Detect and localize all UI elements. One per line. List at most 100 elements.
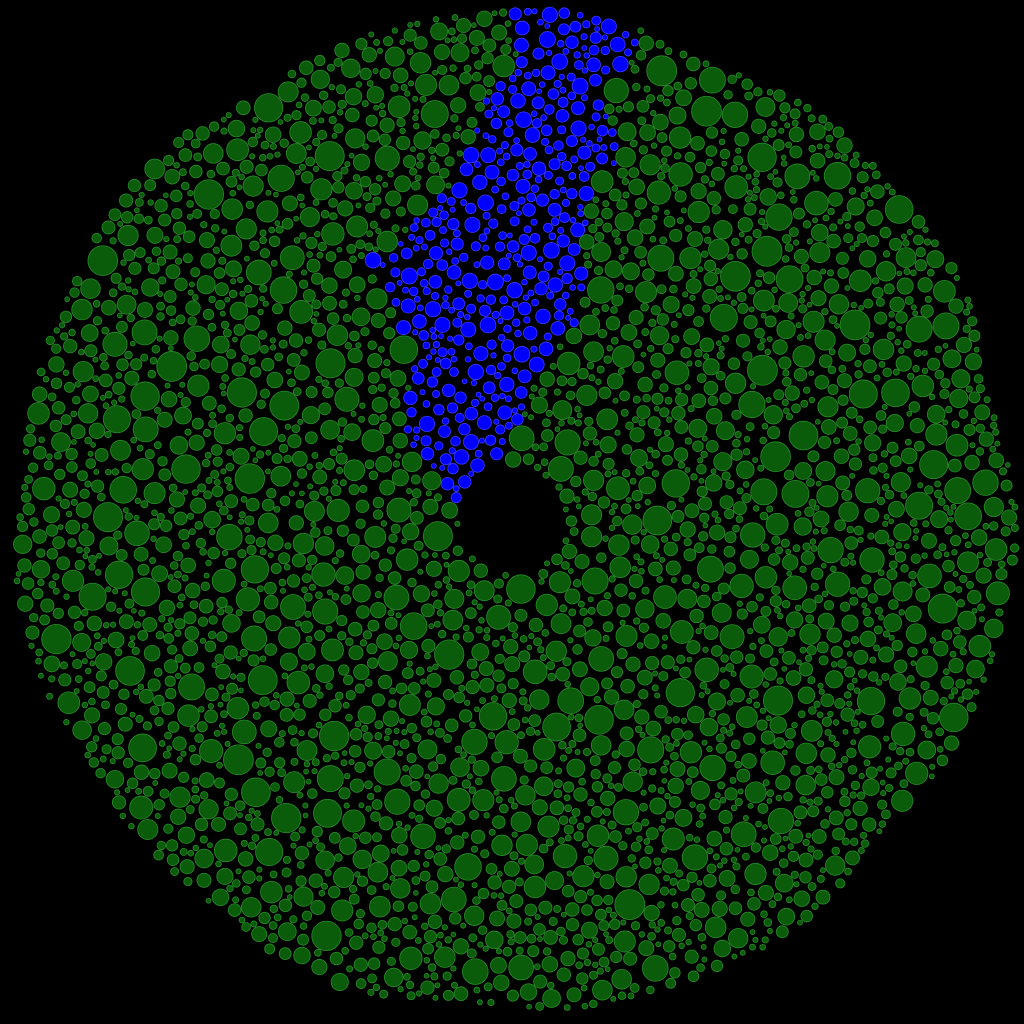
circle-node — [383, 735, 390, 742]
circle-node — [943, 735, 960, 751]
circle-node — [973, 688, 980, 695]
circle-node — [69, 651, 76, 658]
circle-node — [730, 884, 741, 895]
circle-node — [559, 604, 568, 613]
circle-node — [924, 730, 933, 739]
circle-node — [524, 854, 545, 875]
circle-node — [238, 511, 246, 519]
circle-node — [261, 498, 275, 512]
circle-node — [420, 678, 427, 685]
highlighted-circle — [494, 241, 506, 252]
circle-node — [550, 613, 572, 635]
circle-node — [262, 300, 269, 307]
circle-node — [510, 802, 518, 810]
circle-node — [116, 321, 128, 333]
circle-node — [387, 571, 402, 585]
circle-node — [438, 629, 447, 639]
circle-node — [354, 761, 366, 773]
circle-node — [201, 458, 211, 468]
circle-node — [376, 47, 384, 54]
circle-node — [813, 796, 823, 806]
circle-node — [565, 902, 580, 917]
circle-node — [333, 123, 344, 134]
circle-node — [736, 768, 751, 783]
highlighted-circle — [430, 463, 437, 469]
circle-node — [610, 950, 623, 964]
circle-node — [269, 337, 276, 344]
circle-node — [811, 567, 824, 580]
circle-node — [236, 672, 246, 683]
circle-node — [224, 740, 231, 747]
circle-node — [614, 237, 622, 245]
circle-node — [574, 713, 584, 723]
circle-node — [186, 351, 196, 361]
circle-node — [362, 192, 372, 202]
circle-node — [615, 105, 623, 113]
circle-node — [696, 463, 707, 475]
circle-node — [124, 512, 133, 521]
circle-node — [717, 713, 730, 726]
circle-node — [358, 415, 366, 423]
circle-node — [292, 532, 315, 555]
circle-node — [867, 331, 874, 339]
circle-node — [163, 659, 179, 674]
circle-node — [888, 311, 895, 318]
circle-node — [166, 853, 180, 866]
circle-node — [211, 662, 218, 669]
highlighted-circle — [458, 423, 471, 436]
circle-node — [694, 359, 702, 368]
circle-node — [149, 557, 157, 565]
circle-node — [451, 981, 458, 989]
circle-node — [752, 457, 759, 464]
circle-node — [387, 95, 411, 118]
highlighted-circle — [420, 447, 435, 461]
circle-node — [874, 311, 888, 325]
highlighted-circle — [422, 400, 431, 408]
circle-node — [936, 746, 944, 753]
circle-node — [825, 571, 851, 597]
circle-node — [957, 610, 977, 630]
circle-node — [321, 882, 328, 890]
circle-node — [653, 857, 662, 866]
circle-node — [681, 844, 709, 871]
circle-node — [741, 753, 757, 769]
circle-node — [836, 137, 853, 154]
circle-node — [632, 395, 641, 404]
circle-node — [201, 395, 217, 411]
circle-node — [230, 673, 237, 680]
circle-node — [855, 438, 862, 445]
circle-node — [335, 691, 344, 701]
circle-node — [569, 527, 579, 536]
circle-node — [286, 670, 311, 695]
highlighted-circle — [624, 48, 632, 57]
circle-node — [188, 281, 195, 288]
circle-node — [641, 818, 650, 827]
circle-node — [761, 936, 769, 944]
highlighted-circle — [512, 318, 521, 327]
circle-node — [943, 551, 950, 558]
circle-node — [643, 838, 651, 845]
circle-node — [674, 420, 689, 434]
circle-node — [764, 315, 777, 328]
circle-node — [720, 261, 751, 292]
circle-node — [537, 936, 543, 943]
circle-node — [334, 853, 343, 862]
circle-node — [644, 845, 654, 855]
circle-node — [464, 905, 485, 926]
circle-node — [255, 163, 268, 177]
circle-node — [775, 265, 804, 294]
circle-node — [822, 214, 830, 222]
circle-node — [414, 36, 428, 50]
circle-node — [210, 224, 220, 233]
circle-node — [98, 373, 113, 388]
circle-node — [711, 167, 725, 181]
circle-node — [904, 296, 914, 305]
circle-node — [142, 721, 153, 731]
circle-node — [251, 701, 260, 709]
circle-node — [165, 264, 181, 280]
circle-node — [964, 353, 982, 371]
circle-node — [195, 126, 210, 141]
circle-node — [441, 551, 450, 560]
circle-node — [441, 886, 467, 913]
circle-node — [88, 422, 106, 440]
